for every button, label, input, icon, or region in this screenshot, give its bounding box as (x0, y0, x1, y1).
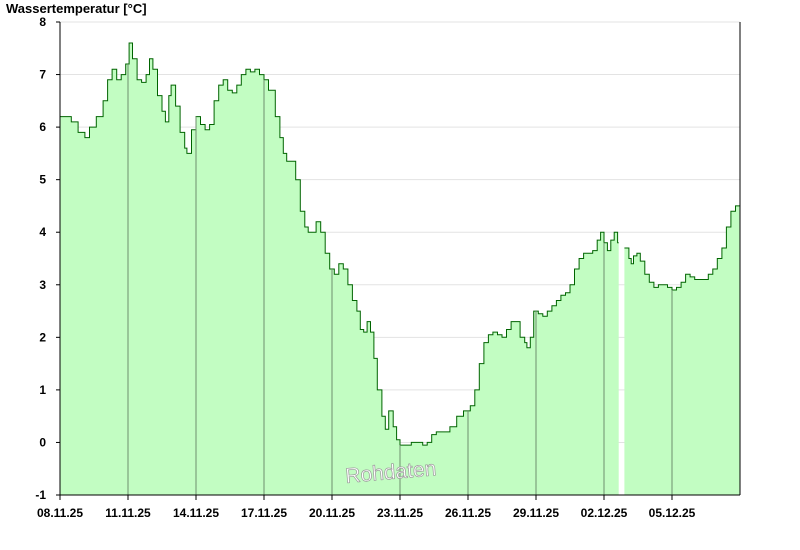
y-axis-title: Wassertemperatur [°C] (6, 1, 147, 16)
y-tick-label: 4 (39, 225, 46, 239)
axes (56, 21, 741, 500)
x-tick-labels: 08.11.25 11.11.25 14.11.25 17.11.25 20.11.25… (37, 506, 696, 520)
area-fill (624, 200, 740, 495)
x-tick-label: 29.11.25 (513, 506, 559, 520)
temperature-line (624, 200, 741, 291)
x-tick-label: 05.12.25 (649, 506, 696, 520)
temperature-line (60, 42, 619, 446)
x-tick-label: 23.11.25 (377, 506, 423, 520)
y-tick-label: 1 (39, 383, 46, 397)
x-tick-label: 14.11.25 (173, 506, 219, 520)
y-tick-label: 2 (39, 330, 46, 344)
y-tick-label: -1 (35, 488, 46, 502)
y-tick-label: 0 (39, 435, 46, 449)
y-tick-label: 7 (39, 68, 46, 82)
data-area (60, 42, 741, 495)
x-tick-label: 26.11.25 (445, 506, 491, 520)
y-tick-label: 3 (39, 278, 46, 292)
y-tick-labels: -1 0 1 2 3 4 5 6 7 8 (35, 15, 46, 502)
y-tick-label: 8 (39, 15, 46, 29)
x-tick-label: 08.11.25 (37, 506, 83, 520)
y-tick-label: 6 (39, 120, 46, 134)
y-tick-label: 5 (39, 173, 46, 187)
x-tick-label: 20.11.25 (309, 506, 355, 520)
vertical-day-lines (127, 64, 673, 495)
x-tick-label: 17.11.25 (241, 506, 287, 520)
x-tick-label: 02.12.25 (581, 506, 628, 520)
x-tick-label: 11.11.25 (105, 506, 151, 520)
area-fill (60, 43, 619, 495)
